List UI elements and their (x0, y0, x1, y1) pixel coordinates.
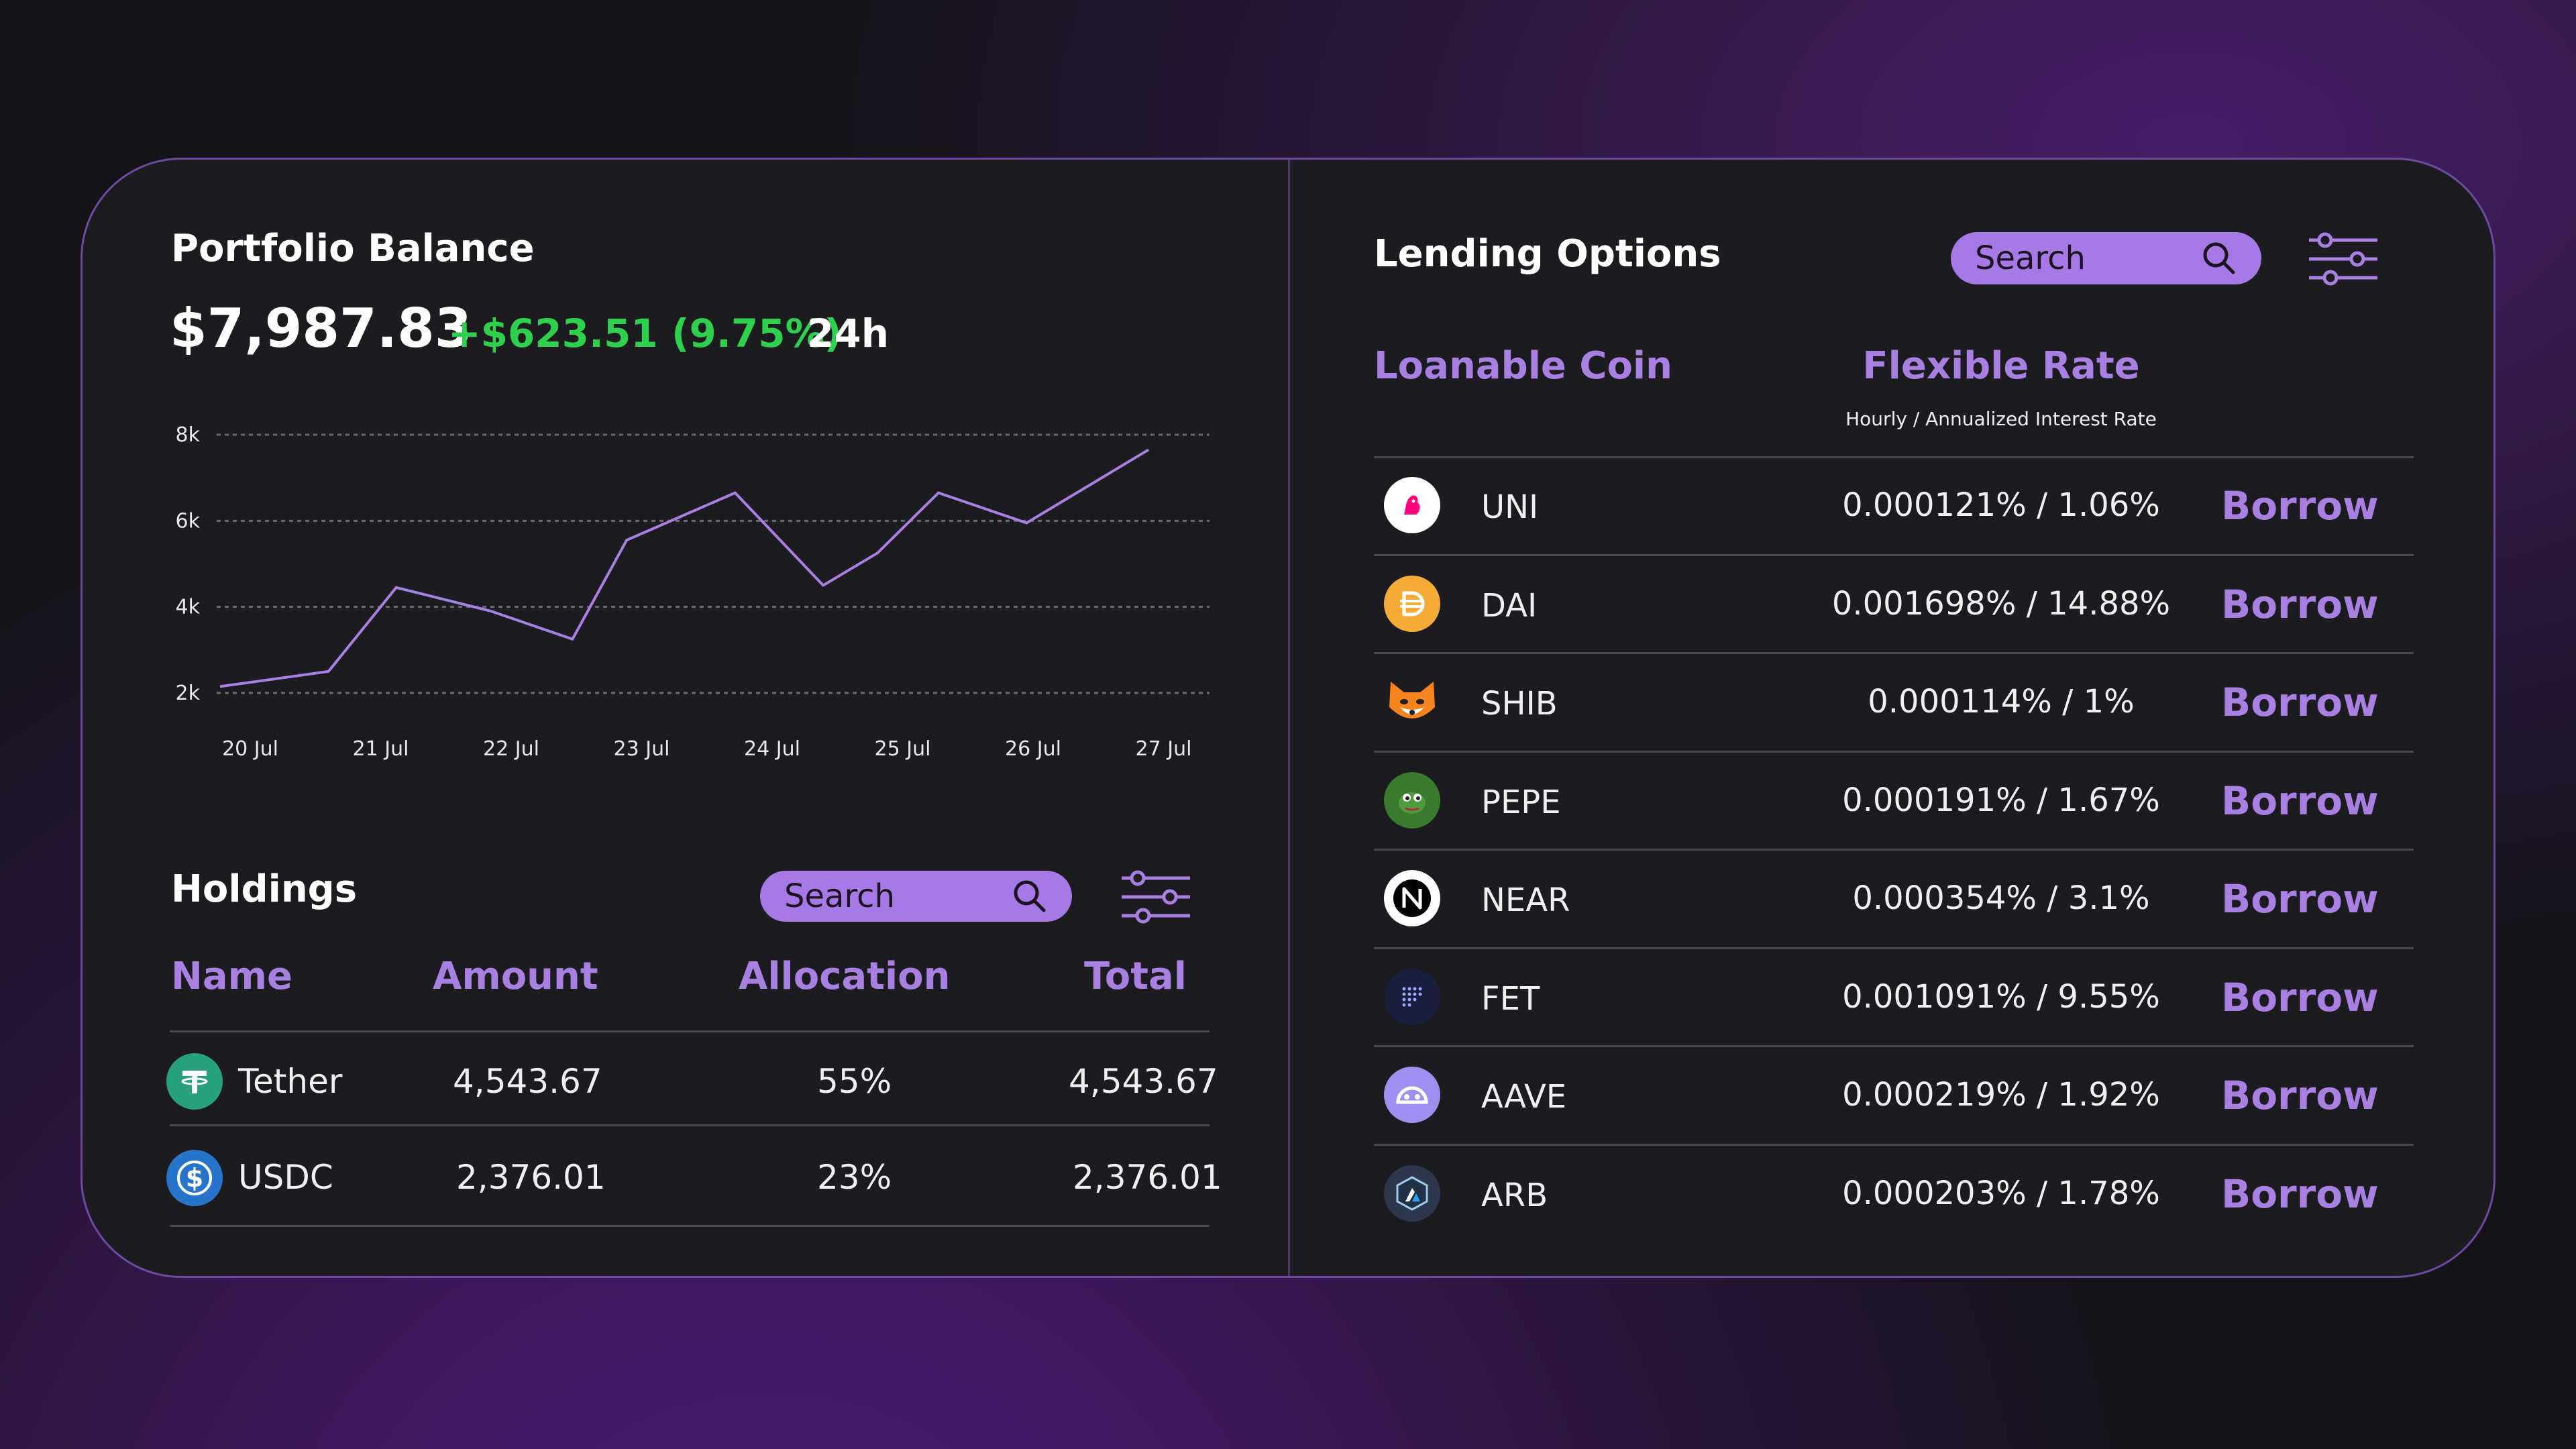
holding-name: Tether (238, 1062, 343, 1101)
divider-line (1374, 553, 2414, 556)
fet-icon (1384, 968, 1440, 1025)
divider-line (1374, 947, 2414, 949)
x-tick-label: 23 Jul (614, 737, 670, 761)
lending-search-input[interactable]: Search (1975, 239, 2086, 277)
coin-symbol: UNI (1481, 488, 1539, 526)
holding-total: 4,543.67 (1069, 1062, 1218, 1101)
holding-total: 2,376.01 (1073, 1158, 1222, 1197)
coin-rate: 0.000219% / 1.92% (1842, 1076, 2160, 1114)
usdc-icon: $ (166, 1150, 223, 1206)
coin-symbol: SHIB (1481, 685, 1558, 722)
search-icon[interactable] (1012, 878, 1048, 914)
holding-allocation: 55% (817, 1062, 892, 1101)
tether-icon (166, 1053, 223, 1110)
col-flexible-rate: Flexible Rate (1862, 344, 2140, 388)
x-tick-label: 24 Jul (744, 737, 800, 761)
series-line (219, 448, 1150, 688)
pepe-icon (1384, 771, 1440, 828)
y-tick-label: 6k (176, 509, 201, 533)
dashboard-panel: Portfolio Balance $7,987.83 +$623.51 (9.… (80, 158, 2496, 1278)
col-total: Total (1084, 955, 1187, 998)
holdings-filter-icon[interactable] (1119, 869, 1193, 925)
borrow-button[interactable]: Borrow (2221, 1073, 2379, 1118)
portfolio-balance: $7,987.83 (170, 297, 472, 360)
coin-symbol: NEAR (1481, 881, 1570, 919)
holdings-search-input[interactable]: Search (784, 877, 895, 915)
x-tick-label: 22 Jul (483, 737, 539, 761)
divider-line (170, 1030, 1210, 1032)
holding-allocation: 23% (817, 1158, 892, 1197)
holding-name: USDC (238, 1158, 333, 1197)
col-amount: Amount (433, 955, 598, 998)
borrow-button[interactable]: Borrow (2221, 1171, 2379, 1217)
y-tick-label: 8k (176, 423, 201, 447)
coin-rate: 0.000203% / 1.78% (1842, 1174, 2160, 1212)
coin-rate: 0.000114% / 1% (1868, 683, 2135, 720)
holdings-search[interactable]: Search (760, 871, 1072, 922)
search-icon[interactable] (2201, 240, 2237, 276)
coin-symbol: ARB (1481, 1176, 1548, 1214)
x-tick-label: 27 Jul (1136, 737, 1192, 761)
coin-rate: 0.000191% / 1.67% (1842, 781, 2160, 819)
borrow-button[interactable]: Borrow (2221, 777, 2379, 824)
col-allocation: Allocation (739, 955, 951, 998)
aave-icon (1384, 1067, 1440, 1123)
divider-line (1374, 1045, 2414, 1047)
coin-rate: 0.001698% / 14.88% (1831, 584, 2171, 623)
holding-amount: 4,543.67 (453, 1062, 602, 1101)
coin-symbol: DAI (1481, 586, 1538, 625)
holdings-title: Holdings (171, 867, 358, 911)
divider-line (170, 1124, 1210, 1126)
uni-icon (1384, 477, 1440, 533)
y-tick-label: 2k (176, 682, 201, 705)
coin-rate: 0.000354% / 3.1% (1852, 879, 2150, 917)
shib-icon (1384, 674, 1440, 730)
coin-rate: 0.001091% / 9.55% (1842, 977, 2160, 1016)
holding-amount: 2,376.01 (456, 1158, 606, 1197)
borrow-button[interactable]: Borrow (2221, 581, 2379, 627)
borrow-button[interactable]: Borrow (2221, 974, 2379, 1020)
borrow-button[interactable]: Borrow (2221, 680, 2379, 725)
portfolio-title: Portfolio Balance (171, 227, 535, 270)
divider-line (1374, 1143, 2414, 1146)
divider-line (170, 1225, 1210, 1227)
lending-title: Lending Options (1374, 232, 1721, 276)
portfolio-change: +$623.51 (9.75%) (448, 311, 843, 356)
col-loanable-coin: Loanable Coin (1374, 344, 1672, 388)
x-tick-label: 26 Jul (1005, 737, 1061, 761)
x-tick-label: 21 Jul (353, 737, 409, 761)
divider-line (1374, 652, 2414, 654)
coin-symbol: PEPE (1481, 783, 1561, 821)
borrow-button[interactable]: Borrow (2221, 483, 2379, 529)
coin-symbol: AAVE (1481, 1078, 1567, 1116)
dai-icon (1384, 575, 1440, 632)
lending-filter-icon[interactable] (2306, 231, 2380, 287)
x-tick-label: 20 Jul (222, 737, 278, 761)
period-selector[interactable]: 24h (807, 311, 890, 356)
divider-line (1374, 849, 2414, 851)
panel-divider (1288, 160, 1290, 1276)
lending-search[interactable]: Search (1951, 232, 2261, 284)
near-icon (1384, 870, 1440, 926)
borrow-button[interactable]: Borrow (2221, 876, 2379, 922)
col-name: Name (171, 955, 292, 998)
coin-rate: 0.000121% / 1.06% (1842, 486, 2160, 524)
col-rate-subtitle: Hourly / Annualized Interest Rate (1845, 408, 2157, 430)
divider-line (1374, 456, 2414, 458)
arb-icon (1384, 1165, 1440, 1222)
svg-text:$: $ (186, 1163, 203, 1193)
divider-line (1374, 750, 2414, 753)
y-tick-label: 4k (176, 596, 201, 619)
portfolio-chart: 8k 6k 4k 2k 20 Jul 21 Jul 22 Jul 23 Jul 24 Jul 25… (176, 423, 1210, 761)
x-tick-label: 25 Jul (875, 737, 931, 761)
coin-symbol: FET (1481, 979, 1540, 1018)
